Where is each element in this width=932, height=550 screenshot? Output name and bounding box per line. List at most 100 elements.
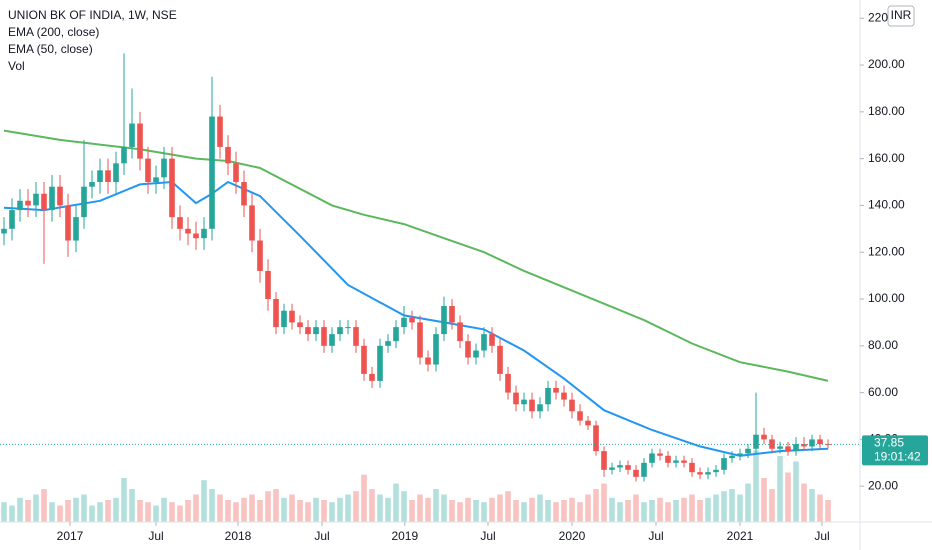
candle-body bbox=[113, 163, 119, 183]
candle-body bbox=[521, 399, 527, 405]
candle-body bbox=[409, 317, 415, 323]
candle-body bbox=[545, 387, 551, 405]
candle-body bbox=[577, 411, 583, 421]
candle-body bbox=[745, 448, 751, 454]
candle-body bbox=[529, 399, 535, 412]
chart-title: UNION BK OF INDIA, 1W, NSE bbox=[8, 8, 177, 22]
volume-bar bbox=[145, 502, 151, 522]
legend-entry: EMA (50, close) bbox=[8, 42, 93, 56]
volume-bar bbox=[121, 478, 127, 522]
candle-body bbox=[257, 240, 263, 271]
y-tick-label: 160.00 bbox=[868, 151, 905, 165]
y-tick-label: 60.00 bbox=[868, 385, 898, 399]
candle-body bbox=[553, 387, 559, 393]
volume-bar bbox=[457, 502, 463, 522]
candle-body bbox=[217, 116, 223, 147]
volume-bar bbox=[689, 494, 695, 522]
candle-body bbox=[689, 462, 695, 473]
candle-body bbox=[457, 322, 463, 342]
candle-body bbox=[65, 205, 71, 241]
volume-bar bbox=[273, 489, 279, 522]
candle-body bbox=[609, 467, 615, 470]
candle-body bbox=[97, 170, 103, 183]
volume-bar bbox=[737, 494, 743, 522]
volume-bar bbox=[393, 483, 399, 522]
volume-bar bbox=[409, 500, 415, 522]
volume-bar bbox=[673, 500, 679, 522]
volume-bar bbox=[113, 497, 119, 522]
volume-bar bbox=[817, 494, 823, 522]
y-tick-label: 200.00 bbox=[868, 57, 905, 71]
volume-bar bbox=[353, 491, 359, 522]
countdown-label: 19:01:42 bbox=[874, 450, 921, 464]
volume-bar bbox=[633, 494, 639, 522]
candle-body bbox=[721, 458, 727, 470]
candle-body bbox=[785, 446, 791, 452]
candle-body bbox=[185, 228, 191, 234]
volume-bar bbox=[657, 497, 663, 522]
volume-bar bbox=[801, 483, 807, 522]
legend-entry: EMA (200, close) bbox=[8, 25, 99, 39]
volume-bar bbox=[153, 505, 159, 522]
candle-body bbox=[377, 345, 383, 381]
volume-bar bbox=[721, 491, 727, 522]
candle-body bbox=[441, 306, 447, 335]
candle-body bbox=[513, 392, 519, 405]
candle-body bbox=[9, 210, 15, 229]
candle-body bbox=[33, 193, 39, 206]
candle-body bbox=[281, 310, 287, 328]
candle-body bbox=[289, 310, 295, 323]
volume-bar bbox=[369, 489, 375, 522]
volume-bar bbox=[529, 497, 535, 522]
volume-bar bbox=[441, 494, 447, 522]
candle-body bbox=[425, 357, 431, 365]
candle-body bbox=[153, 177, 159, 183]
candle-body bbox=[137, 123, 143, 159]
candle-body bbox=[585, 420, 591, 426]
volume-bar bbox=[729, 489, 735, 522]
volume-bar bbox=[697, 500, 703, 522]
candle-body bbox=[209, 116, 215, 229]
x-tick-label: 2021 bbox=[727, 529, 754, 543]
candle-body bbox=[817, 439, 823, 445]
candle-body bbox=[801, 444, 807, 447]
volume-bar bbox=[345, 494, 351, 522]
candle-body bbox=[57, 186, 63, 206]
volume-bar bbox=[289, 494, 295, 522]
candle-body bbox=[1, 228, 7, 234]
volume-bar bbox=[785, 472, 791, 522]
volume-bar bbox=[169, 502, 175, 522]
volume-bar bbox=[225, 500, 231, 522]
volume-bar bbox=[617, 502, 623, 522]
volume-bar bbox=[377, 494, 383, 522]
candle-body bbox=[105, 170, 111, 183]
candle-body bbox=[793, 444, 799, 452]
volume-bar bbox=[577, 502, 583, 522]
candle-body bbox=[193, 233, 199, 239]
x-tick-label: 2018 bbox=[225, 529, 252, 543]
volume-bar bbox=[105, 500, 111, 522]
volume-bar bbox=[9, 505, 15, 522]
volume-bar bbox=[777, 456, 783, 522]
x-tick-label: Jul bbox=[148, 529, 163, 543]
volume-bar bbox=[465, 497, 471, 522]
volume-bar bbox=[249, 494, 255, 522]
candle-body bbox=[25, 200, 31, 206]
volume-bar bbox=[625, 500, 631, 522]
candle-body bbox=[649, 453, 655, 463]
x-tick-label: Jul bbox=[480, 529, 495, 543]
volume-bar bbox=[209, 489, 215, 522]
candle-body bbox=[601, 451, 607, 470]
candle-body bbox=[385, 341, 391, 346]
candle-body bbox=[449, 306, 455, 323]
plot-area bbox=[0, 53, 860, 522]
candle-body bbox=[737, 453, 743, 456]
volume-bar bbox=[217, 494, 223, 522]
candle-body bbox=[657, 453, 663, 456]
candle-body bbox=[777, 446, 783, 449]
candle-body bbox=[401, 317, 407, 328]
volume-bar bbox=[825, 500, 831, 522]
volume-bar bbox=[497, 494, 503, 522]
volume-bar bbox=[417, 494, 423, 522]
